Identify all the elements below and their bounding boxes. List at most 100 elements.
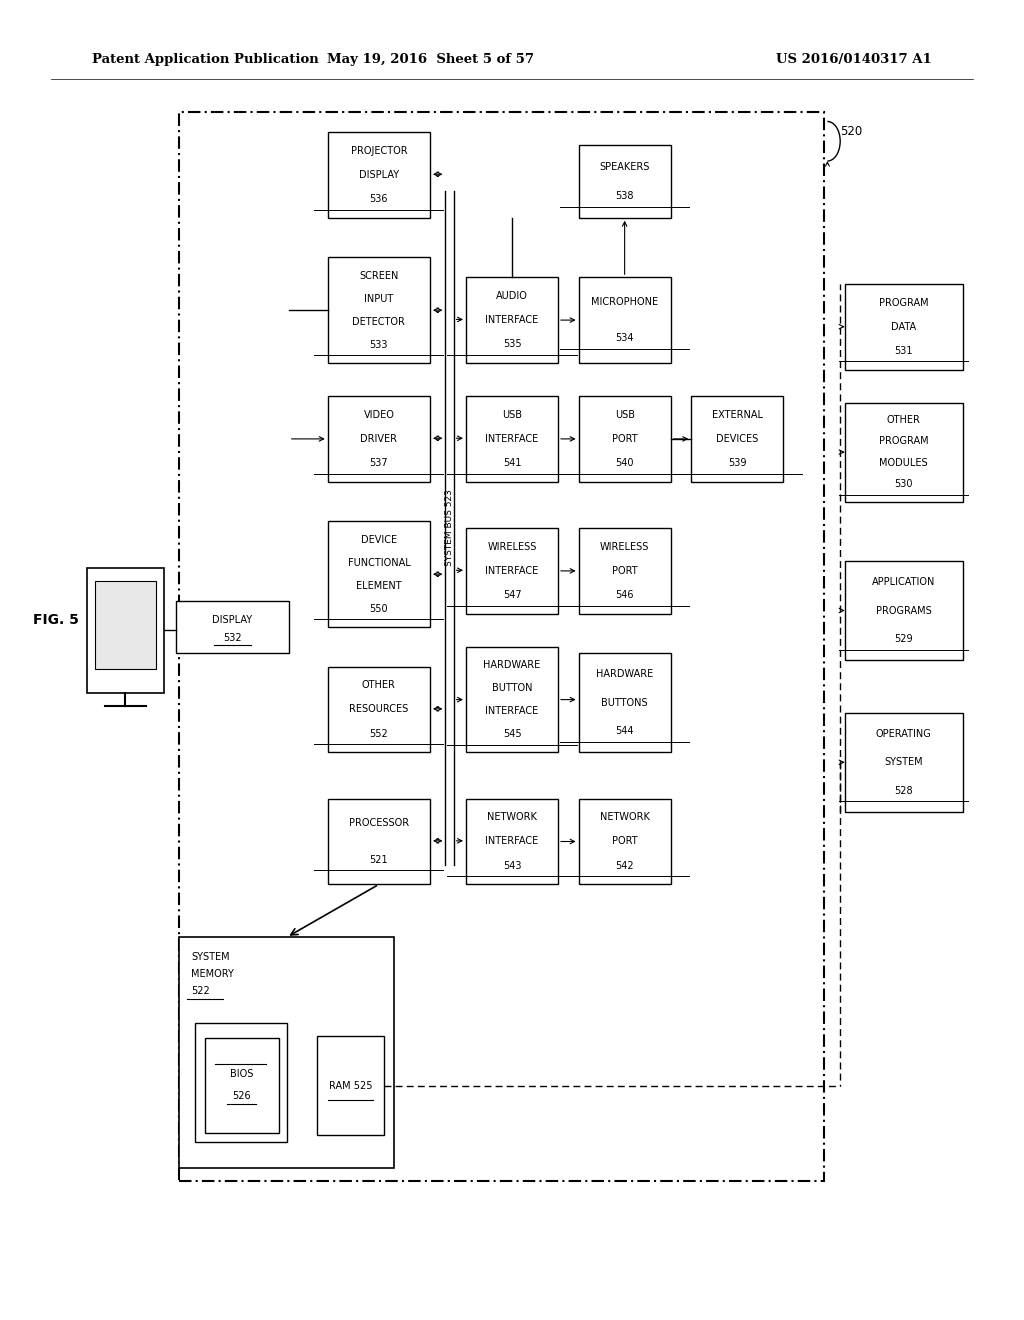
Text: INTERFACE: INTERFACE	[485, 837, 539, 846]
Text: PROJECTOR: PROJECTOR	[350, 145, 408, 156]
Text: 520: 520	[840, 124, 862, 137]
Bar	[845, 284, 963, 370]
Bar	[579, 277, 671, 363]
Text: 536: 536	[370, 194, 388, 205]
Text: US 2016/0140317 A1: US 2016/0140317 A1	[776, 53, 932, 66]
Text: Patent Application Publication: Patent Application Publication	[92, 53, 318, 66]
Bar	[328, 396, 430, 482]
Text: 543: 543	[503, 861, 521, 871]
Text: 529: 529	[894, 634, 913, 644]
Bar	[317, 1036, 384, 1135]
Bar	[205, 1038, 279, 1133]
Bar	[466, 277, 558, 363]
Text: 544: 544	[615, 726, 634, 737]
Text: 530: 530	[894, 479, 913, 490]
Text: SPEAKERS: SPEAKERS	[599, 161, 650, 172]
Bar	[579, 396, 671, 482]
Text: DEVICES: DEVICES	[716, 434, 759, 444]
Text: DETECTOR: DETECTOR	[352, 317, 406, 327]
Text: PROGRAM: PROGRAM	[879, 437, 929, 446]
Text: RAM 525: RAM 525	[329, 1081, 373, 1090]
Bar	[87, 568, 164, 693]
Text: ELEMENT: ELEMENT	[356, 581, 401, 591]
Text: 547: 547	[503, 590, 521, 601]
Text: INTERFACE: INTERFACE	[485, 315, 539, 325]
Bar	[328, 521, 430, 627]
Bar	[579, 799, 671, 884]
Text: HARDWARE: HARDWARE	[596, 669, 653, 680]
Bar	[579, 653, 671, 752]
Bar	[845, 403, 963, 502]
Text: 539: 539	[728, 458, 746, 469]
Text: SYSTEM: SYSTEM	[191, 952, 230, 962]
Text: SCREEN: SCREEN	[359, 271, 398, 281]
Text: EXTERNAL: EXTERNAL	[712, 409, 763, 420]
Bar	[845, 713, 963, 812]
Bar	[179, 112, 824, 1181]
Text: INTERFACE: INTERFACE	[485, 434, 539, 444]
Bar	[179, 937, 394, 1168]
Text: DRIVER: DRIVER	[360, 434, 397, 444]
Text: 535: 535	[503, 339, 521, 350]
Text: INTERFACE: INTERFACE	[485, 706, 539, 717]
Text: OTHER: OTHER	[887, 414, 921, 425]
Text: AUDIO: AUDIO	[496, 290, 528, 301]
Bar	[466, 528, 558, 614]
Text: DATA: DATA	[891, 322, 916, 331]
Text: 528: 528	[894, 785, 913, 796]
Text: 532: 532	[223, 632, 242, 643]
Text: 521: 521	[370, 854, 388, 865]
Text: 552: 552	[370, 729, 388, 739]
Text: PORT: PORT	[611, 837, 638, 846]
Text: WIRELESS: WIRELESS	[487, 541, 537, 552]
Text: FIG. 5: FIG. 5	[34, 614, 79, 627]
Text: INTERFACE: INTERFACE	[485, 566, 539, 576]
Text: NETWORK: NETWORK	[600, 812, 649, 822]
Bar	[579, 528, 671, 614]
Text: 538: 538	[615, 191, 634, 202]
Text: USB: USB	[502, 409, 522, 420]
Text: 522: 522	[191, 986, 210, 997]
Bar	[579, 145, 671, 218]
Text: RESOURCES: RESOURCES	[349, 705, 409, 714]
Text: FUNCTIONAL: FUNCTIONAL	[347, 557, 411, 568]
Text: SYSTEM BUS 523: SYSTEM BUS 523	[445, 490, 454, 566]
Text: MEMORY: MEMORY	[191, 969, 234, 979]
Text: USB: USB	[614, 409, 635, 420]
Text: MICROPHONE: MICROPHONE	[591, 297, 658, 308]
Text: PORT: PORT	[611, 434, 638, 444]
Text: DISPLAY: DISPLAY	[212, 615, 253, 626]
Text: MODULES: MODULES	[880, 458, 928, 467]
Bar	[328, 257, 430, 363]
Text: 531: 531	[894, 346, 913, 356]
Text: 541: 541	[503, 458, 521, 469]
Text: BUTTON: BUTTON	[492, 682, 532, 693]
Text: OPERATING: OPERATING	[876, 729, 932, 739]
Bar	[328, 667, 430, 752]
Text: 542: 542	[615, 861, 634, 871]
Bar	[466, 396, 558, 482]
Text: PROCESSOR: PROCESSOR	[349, 818, 409, 829]
Text: OTHER: OTHER	[361, 680, 396, 690]
Text: VIDEO: VIDEO	[364, 409, 394, 420]
Bar	[845, 561, 963, 660]
Text: SYSTEM: SYSTEM	[885, 758, 923, 767]
Bar	[195, 1023, 287, 1142]
Bar	[95, 581, 156, 669]
Text: May 19, 2016  Sheet 5 of 57: May 19, 2016 Sheet 5 of 57	[327, 53, 534, 66]
Text: APPLICATION: APPLICATION	[872, 577, 935, 587]
Text: BIOS: BIOS	[230, 1069, 253, 1080]
Text: PROGRAMS: PROGRAMS	[876, 606, 932, 615]
Text: PROGRAM: PROGRAM	[879, 297, 929, 308]
Bar	[691, 396, 783, 482]
Text: 533: 533	[370, 339, 388, 350]
Text: 534: 534	[615, 333, 634, 343]
Bar	[466, 647, 558, 752]
Text: INPUT: INPUT	[365, 293, 393, 304]
Bar	[466, 799, 558, 884]
Bar	[328, 799, 430, 884]
Text: 540: 540	[615, 458, 634, 469]
Text: PORT: PORT	[611, 566, 638, 576]
Text: HARDWARE: HARDWARE	[483, 660, 541, 671]
Text: 546: 546	[615, 590, 634, 601]
